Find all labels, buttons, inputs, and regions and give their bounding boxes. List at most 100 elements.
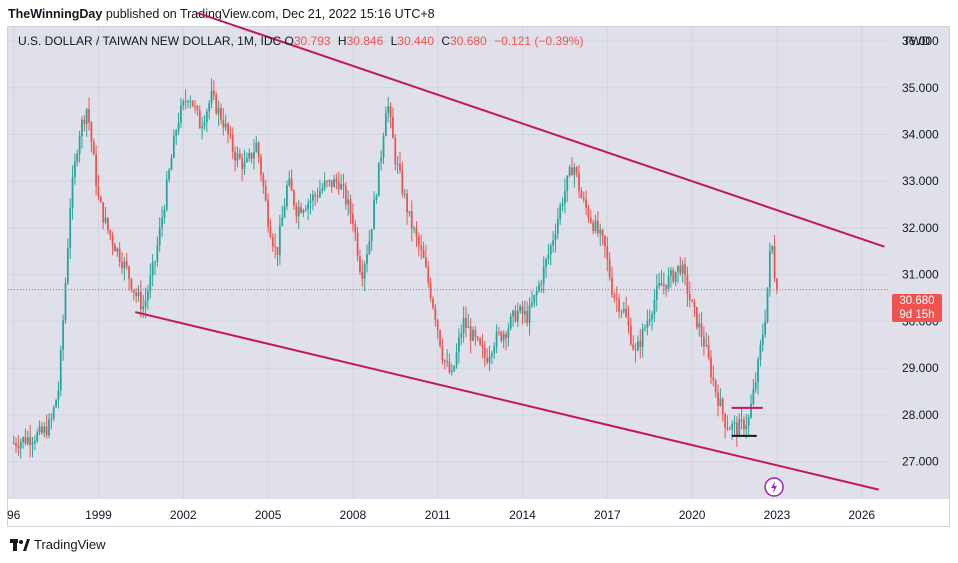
publish-header: TheWinningDay published on TradingView.c… <box>8 7 435 21</box>
candle-body <box>752 389 755 404</box>
close-label: C <box>441 34 451 48</box>
candle-body <box>191 100 194 107</box>
candle-body <box>50 418 53 420</box>
candle-body <box>766 287 769 322</box>
candle-body <box>163 209 166 218</box>
candle-body <box>702 337 705 346</box>
footer-branding[interactable]: TradingView <box>10 537 106 552</box>
candle-body <box>575 167 578 173</box>
candle-body <box>490 353 493 357</box>
candle-body <box>19 442 22 449</box>
candle-body <box>648 319 651 322</box>
candle-body <box>278 226 281 256</box>
candle-body <box>436 320 439 331</box>
candle-body <box>495 331 498 347</box>
candle-body <box>57 390 60 401</box>
x-tick-label: 1999 <box>85 508 112 522</box>
symbol-legend[interactable]: U.S. DOLLAR / TAIWAN NEW DOLLAR, 1M, IDC… <box>18 34 587 48</box>
candle-body <box>361 272 364 279</box>
candle-body <box>724 413 726 428</box>
candle-body <box>540 283 543 285</box>
candle-body <box>776 278 778 290</box>
candle-body <box>578 172 580 191</box>
candle-body <box>177 122 180 132</box>
candle-body <box>432 298 434 308</box>
candle-body <box>363 264 366 279</box>
candle-body <box>500 331 503 341</box>
candle-body <box>45 426 48 436</box>
candle-body <box>505 333 507 339</box>
candle-body <box>172 136 175 158</box>
candle-body <box>634 349 637 351</box>
candle-body <box>483 347 486 358</box>
candle-body <box>76 153 79 162</box>
candle-body <box>427 266 430 283</box>
candle-body <box>651 314 653 320</box>
candle-body <box>688 293 691 300</box>
last-price-value: 30.680 <box>899 295 935 307</box>
candle-body <box>488 356 491 363</box>
candle-body <box>257 142 260 157</box>
candle-body <box>747 417 750 426</box>
currency-label: TWD <box>903 34 931 48</box>
candle-body <box>48 419 50 436</box>
candle-body <box>443 360 446 362</box>
candle-body <box>712 377 715 381</box>
candle-body <box>196 106 199 111</box>
candle-body <box>170 157 173 171</box>
candle-body <box>596 220 599 234</box>
candle-body <box>545 259 547 267</box>
candle-body <box>85 108 88 124</box>
candle-body <box>764 321 767 335</box>
candle-body <box>118 248 121 262</box>
candle-body <box>552 240 555 246</box>
candle-body <box>229 134 232 136</box>
candle-body <box>194 106 196 108</box>
candle-body <box>344 186 347 205</box>
candle-body <box>589 217 592 223</box>
candle-body <box>717 392 719 406</box>
y-tick-label: 34.000 <box>902 127 939 141</box>
candle-body <box>62 320 65 350</box>
candle-body <box>559 205 562 220</box>
candle-body <box>342 184 345 187</box>
candle-body <box>97 186 100 198</box>
price-axis: 27.00028.00029.00030.00031.00032.00033.0… <box>902 34 939 469</box>
candle-body <box>182 101 185 106</box>
candle-body <box>392 116 394 139</box>
candle-body <box>519 306 522 312</box>
candle-body <box>415 228 418 237</box>
candle-body <box>535 290 538 295</box>
candle-body <box>351 213 354 225</box>
candle-body <box>380 157 383 163</box>
publisher-name[interactable]: TheWinningDay <box>8 7 103 21</box>
candle-body <box>441 345 444 361</box>
candle-body <box>161 217 163 228</box>
candle-body <box>721 398 724 414</box>
candle-body <box>738 419 741 436</box>
candle-body <box>401 170 404 194</box>
candle-body <box>429 282 432 299</box>
bar-countdown: 9d 15h <box>899 309 935 321</box>
candle-body <box>66 247 69 284</box>
candle-body <box>759 344 762 360</box>
candle-body <box>26 437 29 444</box>
candle-body <box>566 175 569 192</box>
candle-body <box>389 106 392 117</box>
candle-body <box>307 202 310 210</box>
candle-body <box>290 178 293 191</box>
change-value: −0.121 (−0.39%) <box>494 34 584 48</box>
candle-body <box>121 261 123 269</box>
candle-body <box>238 153 241 159</box>
candle-body <box>64 283 67 321</box>
x-tick-label: 2026 <box>848 508 875 522</box>
candle-body <box>434 307 437 321</box>
candle-body <box>151 262 154 276</box>
candle-body <box>220 108 222 121</box>
symbol-name: U.S. DOLLAR / TAIWAN NEW DOLLAR, 1M, IDC <box>18 34 282 48</box>
channel-trendline <box>134 311 879 491</box>
candle-body <box>768 250 771 288</box>
candle-body <box>710 357 712 378</box>
candle-body <box>599 229 602 234</box>
